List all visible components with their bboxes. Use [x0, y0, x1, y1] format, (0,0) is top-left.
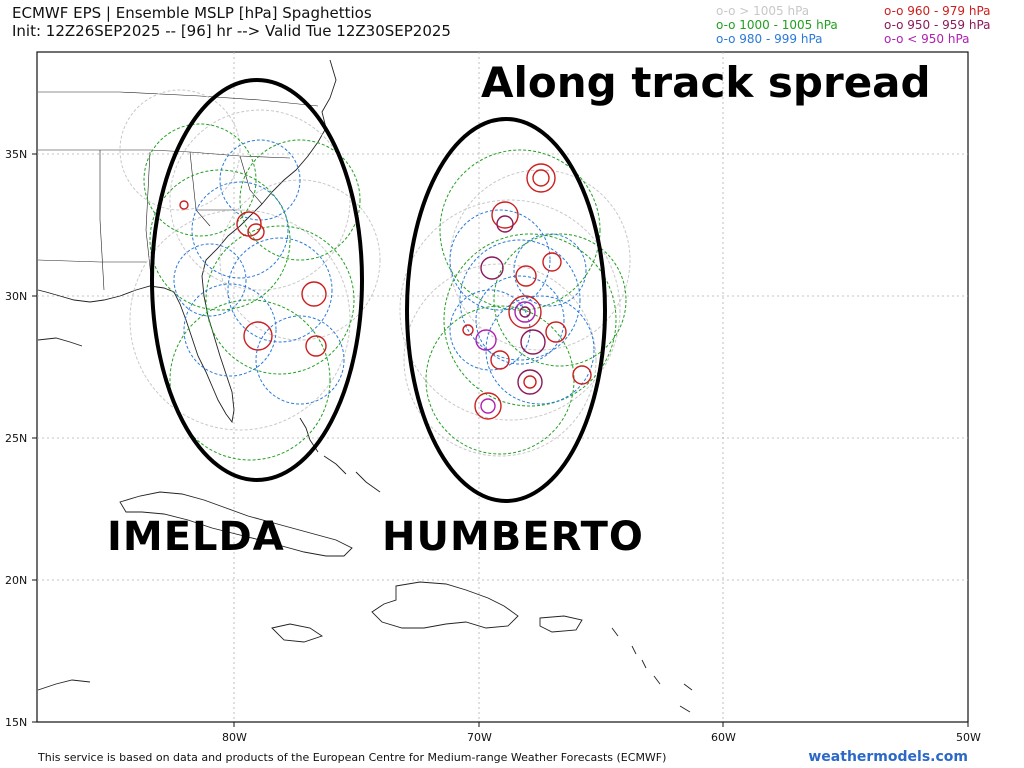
low-center: [305, 335, 327, 357]
member-contour: [443, 233, 617, 407]
low-center: [508, 295, 542, 329]
low-center: [475, 329, 497, 351]
low-center: [520, 329, 546, 355]
spread-ellipse-west: [150, 78, 364, 482]
low-center: [491, 201, 519, 229]
low-center: [179, 200, 189, 210]
low-center: [526, 163, 556, 193]
member-contour: [227, 237, 333, 343]
member-contour: [205, 225, 355, 375]
member-contour: [255, 315, 345, 405]
low-center: [480, 398, 496, 414]
legend-item-1000-1005: o-o 1000 - 1005 hPa: [716, 18, 838, 32]
member-contour: [449, 209, 551, 311]
member-contour: [239, 139, 361, 261]
low-center: [490, 350, 510, 370]
lat-label-15n: 15N: [5, 716, 27, 729]
low-center: [519, 306, 531, 318]
member-contour: [169, 109, 351, 291]
ensemble-members-humberto: [399, 149, 631, 457]
low-center: [243, 321, 273, 351]
lat-label-35n: 35N: [5, 148, 27, 161]
lat-label-30n: 30N: [5, 290, 27, 303]
map-frame: [36, 51, 969, 723]
member-contour: [403, 263, 597, 457]
member-contour: [513, 233, 587, 307]
member-contour: [119, 89, 241, 211]
member-contour: [485, 295, 595, 405]
member-contour: [191, 181, 289, 279]
member-contour: [143, 123, 257, 237]
axis-ticks: [32, 153, 969, 727]
legend-item-950-959: o-o 950 - 959 hPa: [884, 18, 991, 32]
annotation-along-track-spread: Along track spread: [481, 58, 931, 107]
member-contour: [399, 199, 621, 421]
member-contour: [129, 209, 351, 431]
ensemble-members-imelda: [119, 89, 381, 461]
low-center: [523, 375, 537, 389]
lat-label-20n: 20N: [5, 574, 27, 587]
legend-item-gt1005: o-o > 1005 hPa: [716, 4, 810, 18]
member-contour: [169, 299, 331, 461]
member-contour: [183, 283, 277, 377]
low-center: [572, 365, 592, 385]
low-center: [480, 256, 504, 280]
ensemble-lows-imelda: [179, 200, 327, 357]
member-contour: [475, 275, 565, 365]
low-center: [496, 215, 514, 233]
ensemble-lows-humberto: [462, 163, 592, 420]
member-contour: [149, 169, 291, 311]
low-center: [545, 321, 567, 343]
pressure-legend: o-o > 1005 hPa o-o 1000 - 1005 hPa o-o 9…: [690, 2, 1020, 50]
member-contour: [459, 239, 581, 361]
spread-ellipse-east: [405, 117, 607, 503]
legend-item-960-979: o-o 960 - 979 hPa: [884, 4, 991, 18]
lon-label-60w: 60W: [711, 731, 736, 744]
low-center: [514, 301, 536, 323]
lon-label-80w: 80W: [222, 731, 247, 744]
lat-label-25n: 25N: [5, 432, 27, 445]
lon-label-70w: 70W: [467, 731, 492, 744]
legend-item-980-999: o-o 980 - 999 hPa: [716, 32, 823, 46]
annotation-humberto: HUMBERTO: [382, 514, 644, 560]
member-contour: [173, 243, 247, 317]
low-center: [301, 281, 327, 307]
member-contour: [493, 233, 627, 367]
low-center: [515, 265, 537, 287]
low-center: [517, 369, 543, 395]
legend-item-lt950: o-o < 950 hPa: [884, 32, 970, 46]
coastlines: [37, 59, 693, 713]
map-header: ECMWF EPS | Ensemble MSLP [hPa] Spaghett…: [0, 0, 1024, 52]
annotation-imelda: IMELDA: [107, 514, 285, 560]
footer-brand-link[interactable]: weathermodels.com: [808, 749, 968, 765]
lon-label-50w: 50W: [956, 731, 981, 744]
low-center: [542, 252, 562, 272]
low-center: [532, 169, 550, 187]
map-subtitle: Init: 12Z26SEP2025 -- [96] hr --> Valid …: [12, 22, 451, 40]
low-center: [247, 223, 265, 241]
map-title: ECMWF EPS | Ensemble MSLP [hPa] Spaghett…: [12, 4, 372, 22]
low-center: [462, 324, 474, 336]
low-center: [474, 392, 502, 420]
footer-credit: This service is based on data and produc…: [38, 751, 667, 764]
